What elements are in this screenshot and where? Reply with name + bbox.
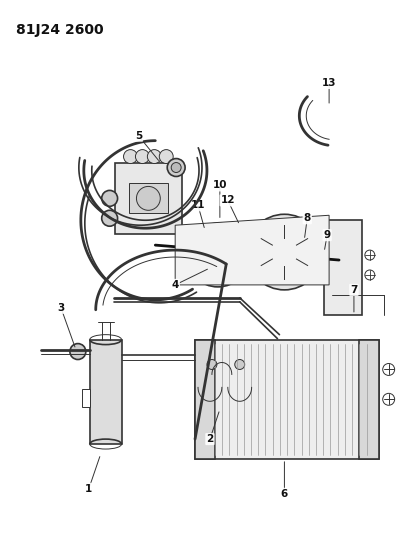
Text: 5: 5 xyxy=(135,131,142,141)
Circle shape xyxy=(365,270,375,280)
Circle shape xyxy=(271,238,298,266)
Circle shape xyxy=(102,211,117,226)
Circle shape xyxy=(148,150,161,164)
Text: 9: 9 xyxy=(324,230,331,240)
Circle shape xyxy=(159,150,173,164)
Bar xyxy=(82,389,90,407)
Circle shape xyxy=(257,224,312,280)
Bar xyxy=(359,340,379,459)
Circle shape xyxy=(279,247,290,257)
Polygon shape xyxy=(175,215,329,285)
Circle shape xyxy=(365,250,375,260)
Text: 2: 2 xyxy=(206,434,214,444)
Text: 13: 13 xyxy=(322,78,336,88)
Bar xyxy=(324,220,362,315)
Circle shape xyxy=(167,158,185,176)
Text: 3: 3 xyxy=(57,303,65,313)
Circle shape xyxy=(102,190,117,206)
Text: 12: 12 xyxy=(221,196,235,205)
Circle shape xyxy=(186,223,250,287)
Circle shape xyxy=(383,393,395,405)
Circle shape xyxy=(171,163,181,173)
Circle shape xyxy=(210,247,226,263)
Circle shape xyxy=(136,187,160,211)
Text: 81J24 2600: 81J24 2600 xyxy=(16,23,104,37)
Text: 6: 6 xyxy=(281,489,288,499)
Circle shape xyxy=(136,150,149,164)
Text: 7: 7 xyxy=(350,285,358,295)
Bar xyxy=(90,340,122,444)
Text: 8: 8 xyxy=(304,213,311,223)
Bar xyxy=(128,183,168,213)
Circle shape xyxy=(247,214,322,290)
Circle shape xyxy=(70,344,86,360)
Text: 11: 11 xyxy=(191,200,205,211)
Circle shape xyxy=(383,364,395,375)
Bar xyxy=(195,340,379,459)
Text: 10: 10 xyxy=(213,181,227,190)
Circle shape xyxy=(207,360,217,369)
Bar xyxy=(195,340,215,459)
Text: 1: 1 xyxy=(85,484,92,494)
Circle shape xyxy=(124,150,138,164)
Bar xyxy=(115,163,182,234)
Text: 4: 4 xyxy=(172,280,179,290)
Circle shape xyxy=(198,235,238,275)
Circle shape xyxy=(235,360,245,369)
